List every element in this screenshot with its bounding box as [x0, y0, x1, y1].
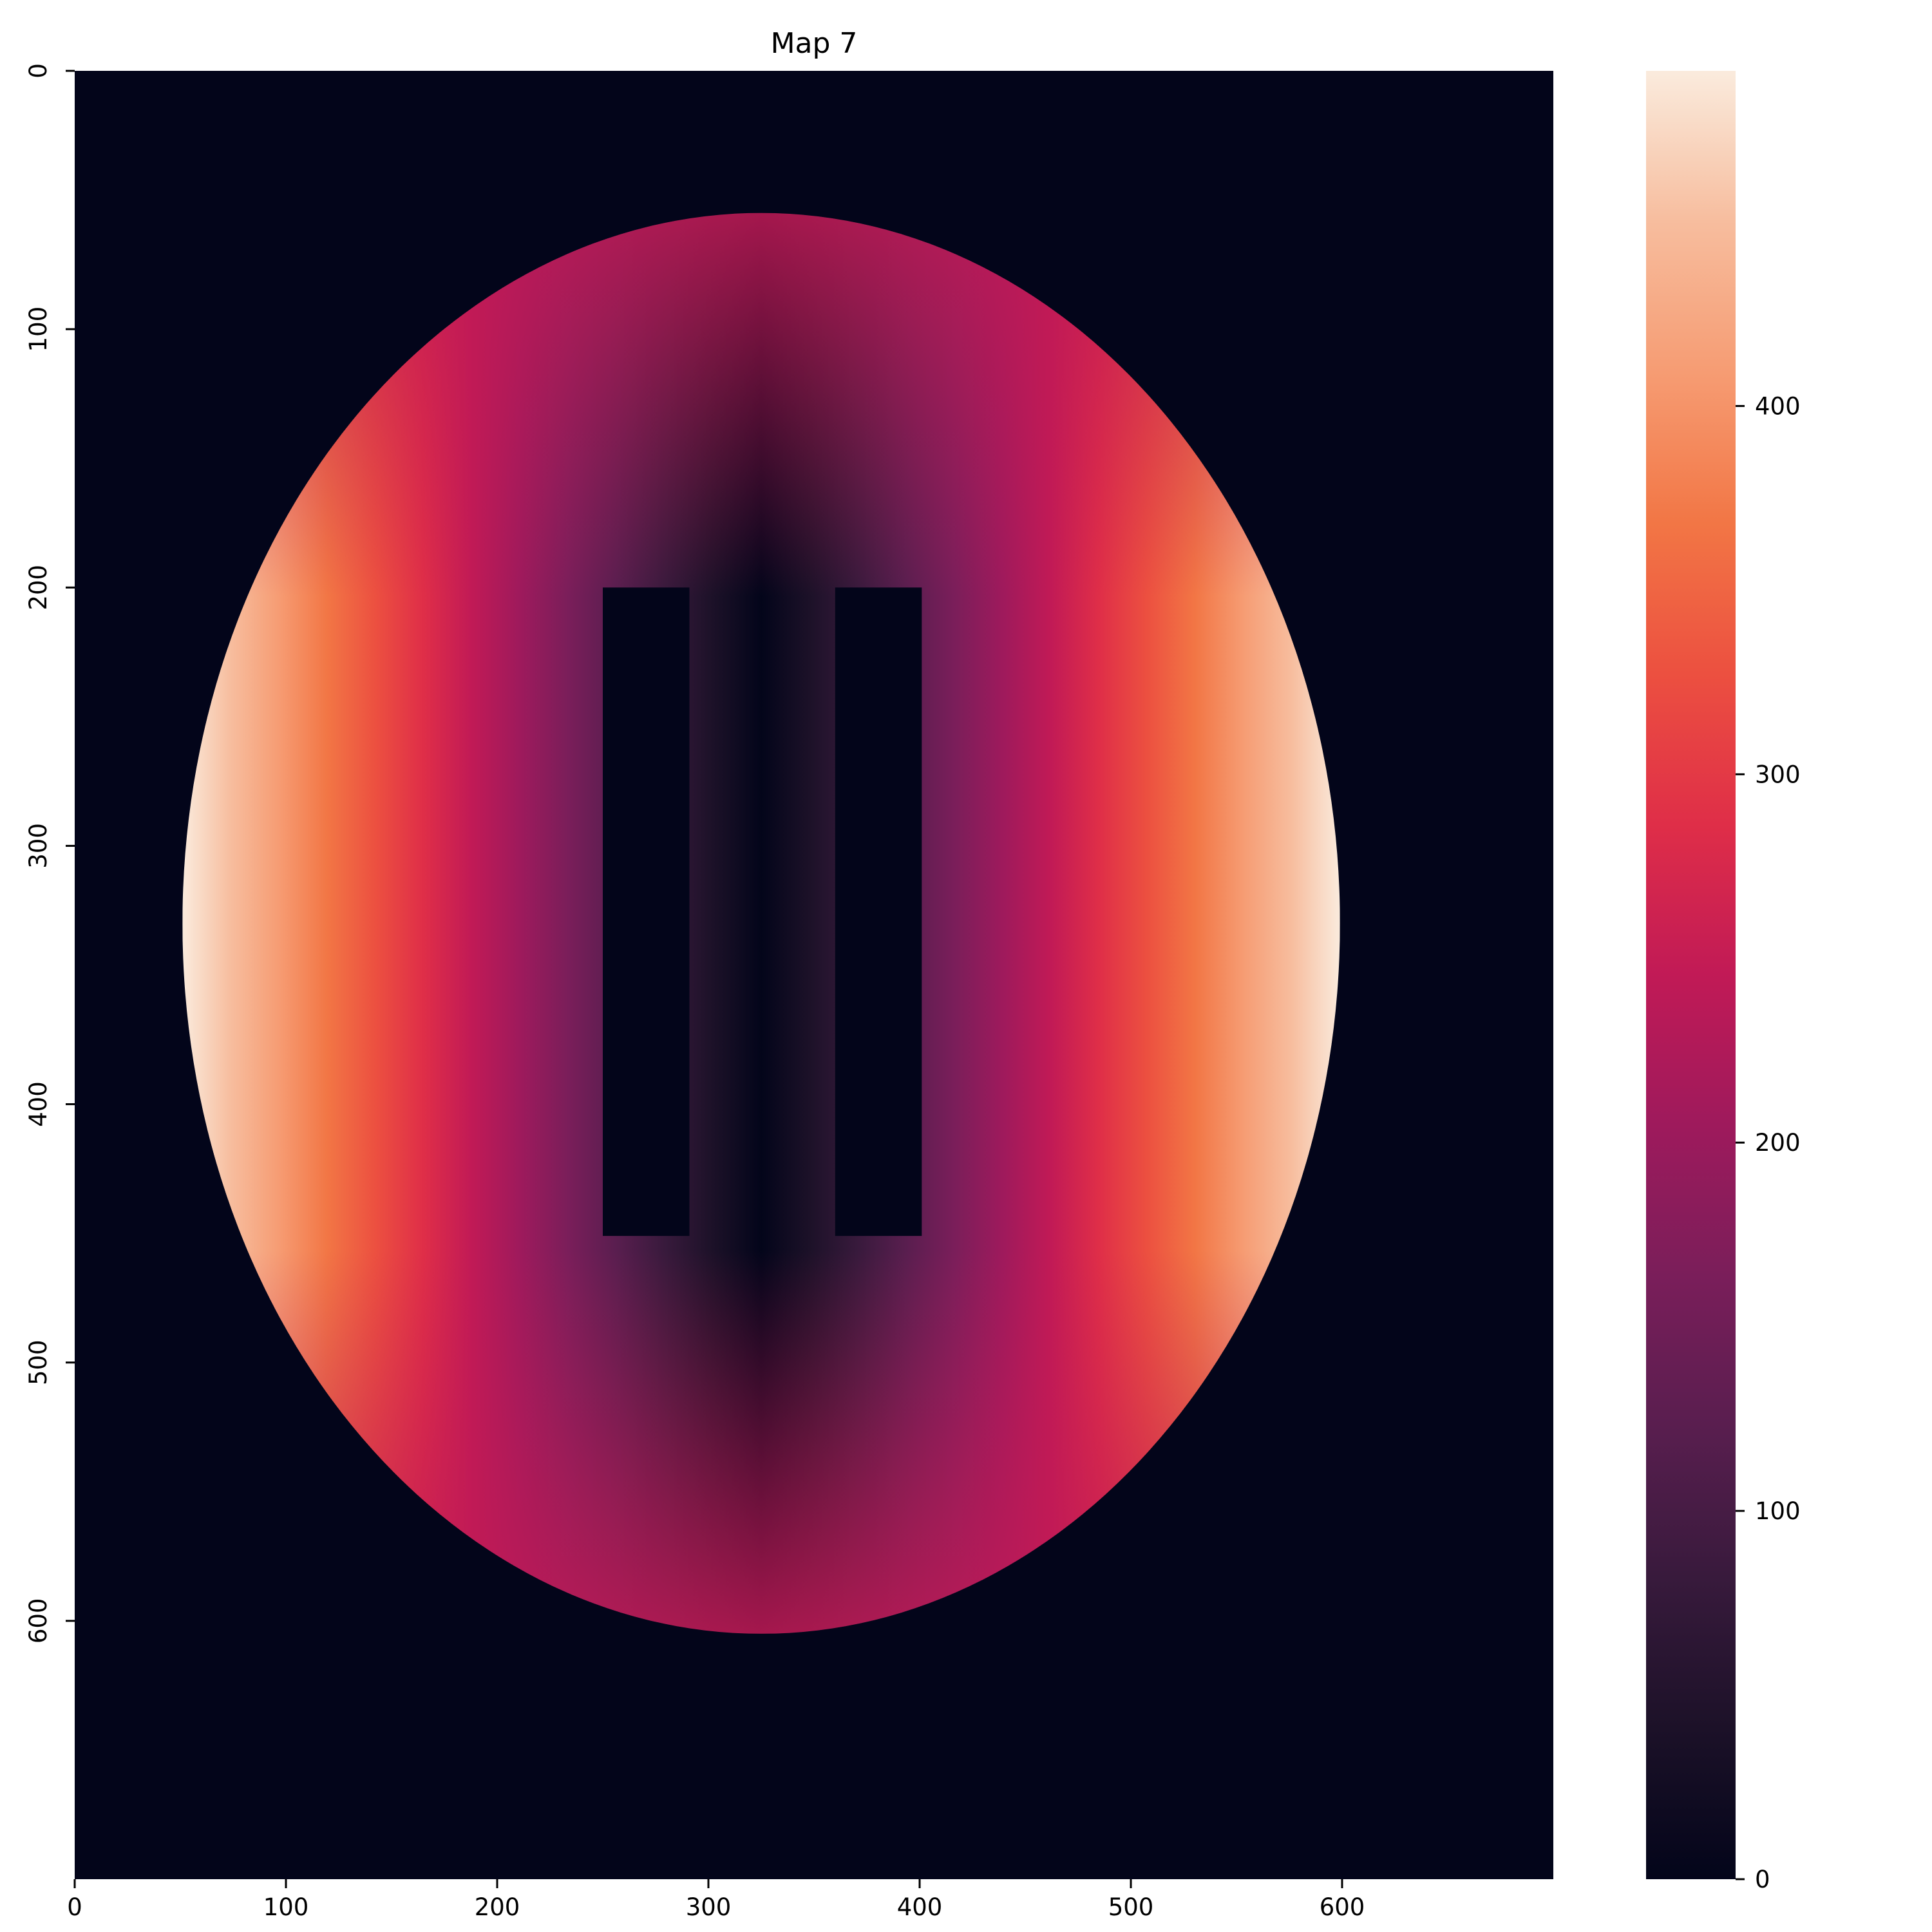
zero-block-1: [603, 587, 690, 1236]
colorbar-tick-label: 200: [1755, 1129, 1801, 1157]
y-tick-label: 100: [24, 307, 52, 352]
x-tick-label: 200: [475, 1893, 520, 1921]
colorbar-tick-label: 0: [1755, 1866, 1770, 1893]
heatmap-plot-area: [75, 71, 1553, 1879]
y-tick-label: 400: [24, 1081, 52, 1127]
colorbar-tick-label: 300: [1755, 761, 1801, 788]
colorbar-tick-label: 400: [1755, 392, 1801, 420]
ellipse-vertical-shading: [182, 213, 1340, 1634]
colorbar: 0 100 200 300 400: [1646, 71, 1801, 1893]
ellipse-field: [182, 213, 1340, 1634]
colorbar-gradient: [1646, 71, 1736, 1879]
x-tick-label: 0: [67, 1893, 82, 1921]
y-tick-label: 0: [24, 63, 52, 79]
y-tick-label: 500: [24, 1340, 52, 1385]
zero-block-2: [835, 587, 922, 1236]
chart-title: Map 7: [771, 27, 858, 60]
y-tick-label: 300: [24, 823, 52, 869]
x-tick-label: 400: [897, 1893, 943, 1921]
colorbar-tick-label: 100: [1755, 1497, 1801, 1525]
x-axis: 0 100 200 300 400 500 600: [67, 1879, 1365, 1921]
y-tick-label: 600: [24, 1598, 52, 1644]
x-tick-label: 500: [1108, 1893, 1154, 1921]
x-tick-label: 300: [686, 1893, 732, 1921]
y-axis: 0 100 200 300 400 500 600: [24, 63, 75, 1643]
x-tick-label: 600: [1320, 1893, 1365, 1921]
x-tick-label: 100: [263, 1893, 309, 1921]
y-tick-label: 200: [24, 565, 52, 611]
